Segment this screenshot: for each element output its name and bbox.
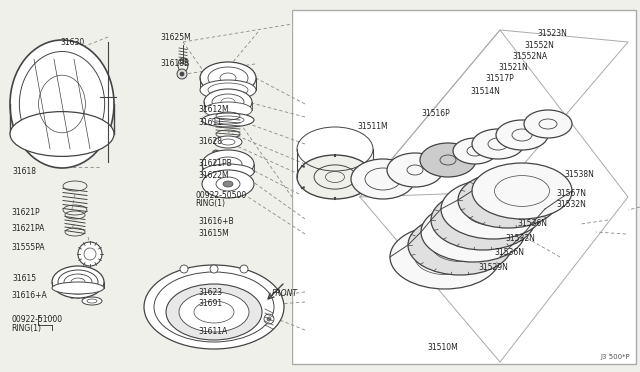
Text: 31521N: 31521N	[498, 63, 527, 72]
Ellipse shape	[297, 155, 373, 199]
Text: 31621PB: 31621PB	[198, 159, 232, 168]
Text: 31536N: 31536N	[517, 219, 547, 228]
Ellipse shape	[202, 113, 254, 127]
Ellipse shape	[202, 170, 254, 198]
Ellipse shape	[144, 265, 284, 349]
Text: 31616+B: 31616+B	[198, 217, 234, 226]
Ellipse shape	[210, 265, 218, 273]
Text: 31616+A: 31616+A	[12, 291, 47, 300]
Ellipse shape	[472, 163, 572, 219]
Text: RING(1): RING(1)	[12, 324, 42, 333]
Text: 31532N: 31532N	[506, 234, 536, 243]
Ellipse shape	[408, 215, 512, 275]
Text: 31618: 31618	[13, 167, 36, 176]
Ellipse shape	[267, 317, 271, 321]
Text: 31623: 31623	[198, 288, 223, 296]
Ellipse shape	[82, 297, 102, 305]
Ellipse shape	[420, 143, 476, 177]
Bar	[292, 10, 636, 364]
Ellipse shape	[472, 129, 524, 159]
Text: 31628: 31628	[198, 137, 223, 146]
Text: 00922-50500: 00922-50500	[195, 191, 246, 200]
Text: 31611: 31611	[198, 118, 223, 126]
Text: 31611A: 31611A	[198, 327, 228, 336]
Ellipse shape	[78, 242, 102, 266]
Text: 31621P: 31621P	[12, 208, 40, 217]
Ellipse shape	[180, 265, 188, 273]
Ellipse shape	[214, 136, 242, 148]
Ellipse shape	[202, 150, 254, 178]
Ellipse shape	[10, 112, 114, 156]
Ellipse shape	[212, 150, 220, 158]
Text: 31567N: 31567N	[557, 189, 587, 198]
Text: 31516P: 31516P	[421, 109, 450, 118]
Ellipse shape	[177, 69, 187, 79]
Ellipse shape	[264, 314, 274, 324]
Text: 31622M: 31622M	[198, 171, 229, 180]
Ellipse shape	[351, 159, 415, 199]
Ellipse shape	[180, 72, 184, 76]
Text: 31510M: 31510M	[428, 343, 458, 352]
Text: RING(1): RING(1)	[195, 199, 225, 208]
Text: 31511M: 31511M	[357, 122, 388, 131]
Ellipse shape	[200, 62, 256, 94]
Ellipse shape	[496, 120, 548, 150]
Text: 31532N: 31532N	[557, 200, 587, 209]
Text: 31615M: 31615M	[198, 229, 229, 238]
Ellipse shape	[204, 89, 252, 115]
Ellipse shape	[204, 102, 252, 118]
Ellipse shape	[200, 80, 256, 100]
Ellipse shape	[166, 284, 262, 340]
Ellipse shape	[453, 138, 497, 164]
Ellipse shape	[390, 225, 500, 289]
Text: 31552NA: 31552NA	[512, 52, 547, 61]
Ellipse shape	[431, 190, 535, 250]
Text: 31538N: 31538N	[564, 170, 595, 179]
Text: 00922-51000: 00922-51000	[12, 315, 63, 324]
Ellipse shape	[240, 265, 248, 273]
Text: 31691: 31691	[198, 299, 223, 308]
Text: 31625M: 31625M	[160, 33, 191, 42]
Ellipse shape	[179, 292, 249, 332]
Text: 31514N: 31514N	[470, 87, 500, 96]
Text: 31555PA: 31555PA	[12, 243, 45, 252]
Text: 31536N: 31536N	[494, 248, 524, 257]
Ellipse shape	[223, 181, 233, 187]
Ellipse shape	[202, 164, 254, 180]
Text: 31630: 31630	[61, 38, 85, 47]
Text: 31615: 31615	[13, 274, 37, 283]
Text: FRONT: FRONT	[272, 289, 298, 298]
Bar	[0, 0, 292, 372]
Text: 31517P: 31517P	[485, 74, 514, 83]
Text: 31618B: 31618B	[160, 59, 189, 68]
Text: J3 500*P: J3 500*P	[600, 354, 630, 360]
Text: 31523N: 31523N	[538, 29, 568, 38]
Ellipse shape	[458, 172, 558, 228]
Ellipse shape	[387, 153, 443, 187]
Ellipse shape	[524, 110, 572, 138]
Text: 31612M: 31612M	[198, 105, 229, 114]
Ellipse shape	[10, 40, 114, 168]
Ellipse shape	[441, 179, 545, 239]
Ellipse shape	[52, 266, 104, 298]
Text: 31621PA: 31621PA	[12, 224, 45, 233]
Text: 31552N: 31552N	[525, 41, 555, 50]
Ellipse shape	[52, 282, 104, 294]
Ellipse shape	[421, 202, 525, 262]
Text: 31529N: 31529N	[479, 263, 509, 272]
